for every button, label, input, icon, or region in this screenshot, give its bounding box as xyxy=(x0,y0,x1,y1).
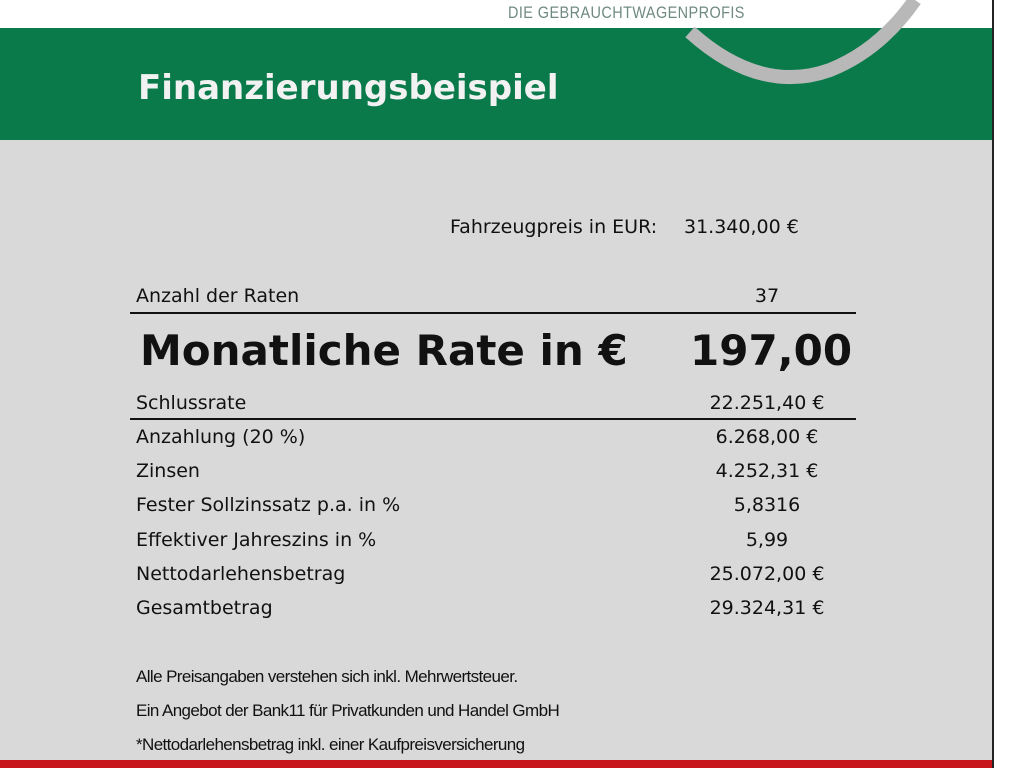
row-value: 25.072,00 € xyxy=(709,563,825,585)
row-label: Effektiver Jahreszins in % xyxy=(136,529,377,551)
header-logo-area: DIE GEBRAUCHTWAGENPROFIS xyxy=(0,0,992,28)
price-label: Fahrzeugpreis in EUR: xyxy=(450,216,658,238)
row-label: Zinsen xyxy=(136,460,200,482)
divider xyxy=(130,418,856,420)
row-value: 4.252,31 € xyxy=(715,460,819,482)
row-value: 6.268,00 € xyxy=(715,426,819,448)
page-title: Finanzierungsbeispiel xyxy=(138,68,559,108)
monthly-rate-value: 197,00 xyxy=(690,326,853,375)
note-insurance: *Nettodarlehensbetrag inkl. einer Kaufpr… xyxy=(136,735,525,754)
row-label: Gesamtbetrag xyxy=(136,597,273,619)
monthly-rate-label: Monatliche Rate in € xyxy=(140,326,628,375)
row-value: 5,99 xyxy=(745,529,789,551)
row-label: Anzahlung (20 %) xyxy=(136,426,306,448)
note-vat: Alle Preisangaben verstehen sich inkl. M… xyxy=(136,667,518,686)
divider xyxy=(130,312,856,314)
row-label: Schlussrate xyxy=(136,392,247,414)
financing-sheet: DIE GEBRAUCHTWAGENPROFIS Finanzierungsbe… xyxy=(0,0,994,768)
logo-tagline: DIE GEBRAUCHTWAGENPROFIS xyxy=(508,3,745,22)
rates-label: Anzahl der Raten xyxy=(136,285,300,307)
logo-arc-icon xyxy=(0,0,992,140)
row-label: Nettodarlehensbetrag xyxy=(136,563,346,585)
footer-red-bar xyxy=(0,760,992,768)
row-value: 22.251,40 € xyxy=(709,392,825,414)
row-value: 29.324,31 € xyxy=(709,597,825,619)
content-area xyxy=(0,140,992,760)
row-label: Fester Sollzinssatz p.a. in % xyxy=(136,494,401,516)
rates-value: 37 xyxy=(754,285,780,307)
price-value: 31.340,00 € xyxy=(684,216,799,238)
note-bank: Ein Angebot der Bank11 für Privatkunden … xyxy=(136,701,560,720)
row-value: 5,8316 xyxy=(733,494,801,516)
